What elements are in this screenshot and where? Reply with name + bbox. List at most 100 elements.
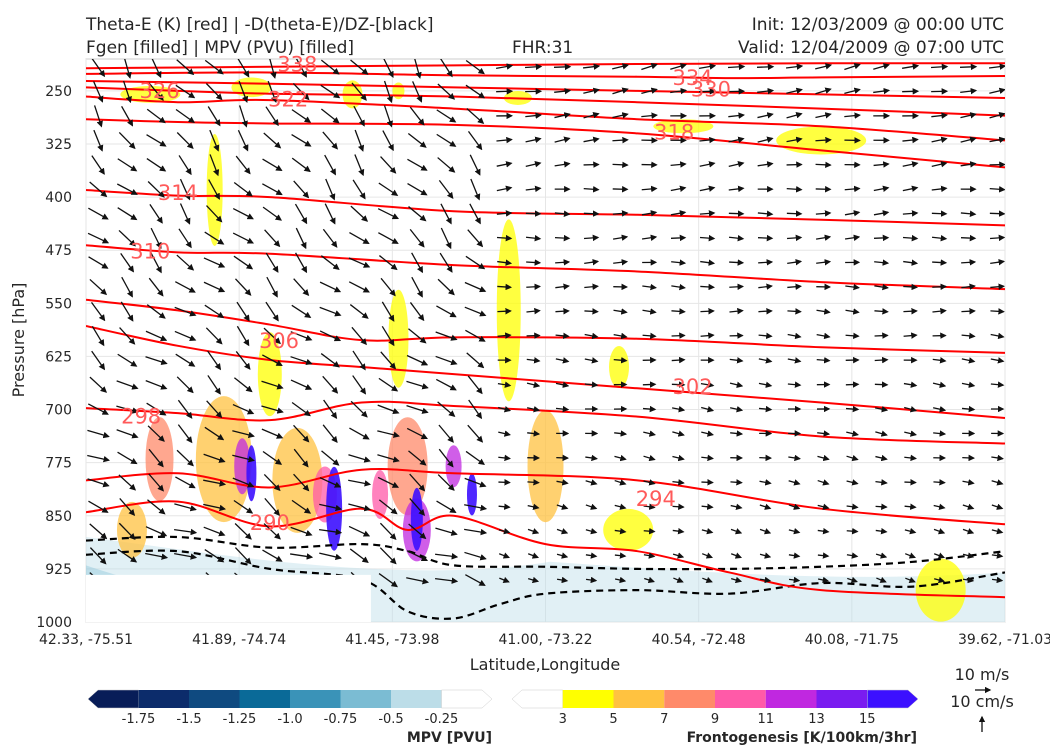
wind-vector (352, 375, 367, 395)
wind-vector (904, 503, 917, 510)
theta-e-contour (86, 400, 1005, 445)
wind-vector (612, 161, 629, 169)
wind-vector (846, 430, 859, 437)
wind-vector (583, 210, 600, 217)
wind-vector (409, 497, 426, 516)
wind-vector (875, 527, 888, 535)
theta-e-contour (86, 86, 1005, 117)
wind-vector (902, 210, 919, 217)
wind-vector (498, 552, 511, 559)
wind-vector (817, 552, 830, 559)
wind-vector (815, 63, 833, 70)
colorbar-tick-label: -0.75 (324, 712, 358, 727)
wind-vector (176, 449, 194, 467)
wind-vector (672, 454, 685, 462)
wind-vector (291, 402, 311, 417)
wind-vector (122, 80, 132, 104)
wind-vector (319, 477, 342, 488)
wind-vector (496, 161, 513, 168)
wind-vector (874, 405, 889, 413)
wind-vector (930, 63, 949, 71)
wind-vector (730, 479, 743, 486)
wind-vector (261, 380, 284, 390)
wind-vector (758, 283, 773, 290)
wind-vector (290, 526, 313, 537)
theta-e-label: 326 (139, 79, 179, 103)
wind-vector (436, 500, 457, 514)
wind-vector (176, 254, 195, 271)
wind-vector (117, 353, 138, 367)
theta-e-label: 338 (277, 53, 317, 77)
wind-vector (815, 87, 832, 95)
wind-vector (292, 83, 310, 101)
theta-e-contour (86, 62, 1005, 70)
wind-vectors (86, 59, 1005, 622)
wind-vector (846, 527, 859, 535)
wind-vector (643, 479, 656, 486)
wind-vector (699, 185, 716, 192)
wind-vector (933, 479, 946, 486)
colorbar-swatch (391, 690, 442, 708)
theta-e-contour (86, 71, 1005, 80)
wind-vector (178, 155, 192, 176)
wind-vector (555, 307, 570, 315)
wind-vector (671, 259, 687, 266)
wind-vector (525, 185, 542, 193)
wind-vector (407, 133, 427, 148)
colorbar-tick-label: -0.5 (378, 712, 403, 727)
wind-vector (293, 424, 310, 443)
wind-vector (989, 234, 1005, 242)
wind-vector (989, 186, 1005, 193)
wind-vector (496, 210, 513, 217)
wind-vector (414, 59, 422, 79)
wind-vector (786, 210, 803, 217)
wind-vector (350, 205, 369, 222)
wind-vector (118, 522, 136, 540)
wind-vector (584, 283, 599, 290)
valid-time: Valid: 12/04/2009 @ 07:00 UTC (738, 38, 1004, 58)
wind-vector (148, 277, 164, 297)
wind-vector (670, 63, 687, 70)
wind-vector (787, 258, 803, 266)
wind-vector (903, 381, 918, 388)
wind-vector (408, 328, 427, 344)
wind-vector (613, 308, 628, 315)
wind-vector (233, 255, 254, 270)
wind-vector (174, 528, 198, 536)
wind-vector (903, 259, 919, 266)
wind-vector (934, 576, 946, 584)
y-axis-ticks: 250 325 400 475 550 625 700 775 850 925 1000 (36, 84, 72, 631)
wind-vector (555, 357, 570, 364)
wind-vector (380, 277, 396, 297)
y-tick-label: 550 (45, 296, 72, 312)
wind-vector (381, 301, 395, 322)
wind-vector (498, 454, 511, 462)
wind-vector (467, 131, 483, 151)
wind-vector (874, 356, 889, 364)
wind-vector (239, 105, 248, 128)
wind-vector (583, 186, 600, 193)
wind-vector (613, 356, 628, 364)
wind-vector (207, 350, 222, 371)
wind-vector (87, 429, 110, 439)
wind-vector (350, 400, 368, 418)
wind-vector (845, 405, 860, 413)
wind-vector (991, 454, 1004, 462)
wind-vector (263, 473, 281, 492)
wind-vector (89, 547, 107, 565)
y-axis-label: Pressure [hPa] (9, 283, 28, 398)
colorbar-tick-label: -1.75 (122, 712, 156, 727)
wind-vector (960, 87, 978, 95)
wind-vector (585, 454, 598, 462)
wind-vector (729, 259, 745, 266)
wind-vector (146, 402, 167, 416)
wind-vector (175, 84, 196, 99)
wind-vector (904, 454, 917, 462)
wind-vector (932, 283, 948, 291)
wind-vector (614, 454, 627, 462)
wind-vector (642, 283, 657, 291)
wind-vector (902, 234, 919, 242)
wind-vector (612, 234, 629, 241)
wind-vector (815, 161, 832, 169)
wind-vector (614, 479, 627, 486)
